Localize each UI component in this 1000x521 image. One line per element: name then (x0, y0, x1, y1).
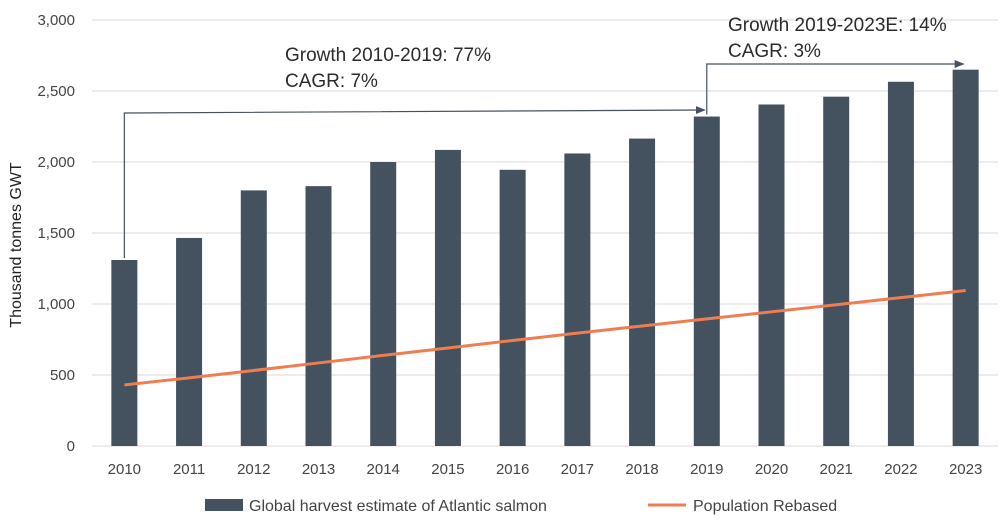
x-tick-label: 2013 (302, 461, 335, 478)
x-tick-label: 2014 (367, 461, 400, 478)
growth-arrow (706, 60, 965, 115)
y-tick-label: 0 (67, 438, 75, 455)
bar (176, 237, 203, 446)
bar-series (111, 69, 979, 447)
x-tick-label: 2020 (755, 461, 788, 478)
line-series (124, 289, 966, 387)
annotation-text: Growth 2010-2019: 77% (285, 45, 491, 66)
legend-label-bar: Global harvest estimate of Atlantic salm… (249, 498, 547, 515)
bar (758, 104, 785, 447)
legend: Global harvest estimate of Atlantic salm… (205, 498, 837, 515)
y-tick-label: 3,000 (37, 12, 75, 29)
y-axis-label: Thousand tonnes GWT (8, 162, 25, 328)
annotation-text: Growth 2019-2023E: 14% (728, 15, 947, 36)
y-tick-label: 1,500 (37, 225, 75, 242)
bar (370, 162, 397, 446)
x-tick-label: 2021 (820, 461, 853, 478)
x-axis: 2010 2011 2012 2013 2014 2015 2016 2017 2018 2019… (108, 461, 983, 478)
x-tick-label: 2016 (496, 461, 529, 478)
annotation-text: CAGR: 3% (728, 41, 821, 62)
gridlines (92, 19, 998, 447)
legend-swatch-bar (205, 499, 243, 511)
y-tick-label: 2,500 (37, 83, 75, 100)
bar (887, 81, 914, 447)
x-tick-label: 2022 (884, 461, 917, 478)
y-axis: 0 500 1,000 1,500 2,000 2,500 3,000 (37, 12, 75, 455)
x-tick-label: 2019 (690, 461, 723, 478)
series-line (124, 289, 966, 387)
bar (111, 259, 138, 446)
bar (564, 153, 591, 447)
bar (305, 186, 332, 446)
legend-label-line: Population Rebased (693, 498, 837, 515)
annotation-text: CAGR: 7% (285, 71, 378, 92)
bar (434, 149, 461, 446)
bar (240, 190, 267, 446)
growth-arrow (123, 106, 706, 258)
bar (629, 138, 656, 446)
y-tick-label: 500 (50, 367, 75, 384)
y-tick-label: 2,000 (37, 154, 75, 171)
x-tick-label: 2012 (237, 461, 270, 478)
annotations: Growth 2010-2019: 77% CAGR: 7% Growth 2019… (123, 15, 965, 258)
x-tick-label: 2015 (431, 461, 464, 478)
bar (693, 116, 720, 446)
x-tick-label: 2010 (108, 461, 141, 478)
bar (499, 169, 526, 446)
x-tick-label: 2023 (949, 461, 982, 478)
x-tick-label: 2011 (173, 461, 205, 478)
x-tick-label: 2018 (625, 461, 658, 478)
y-tick-label: 1,000 (37, 296, 75, 313)
x-tick-label: 2017 (561, 461, 594, 478)
bar (823, 96, 850, 447)
bar (952, 69, 979, 446)
